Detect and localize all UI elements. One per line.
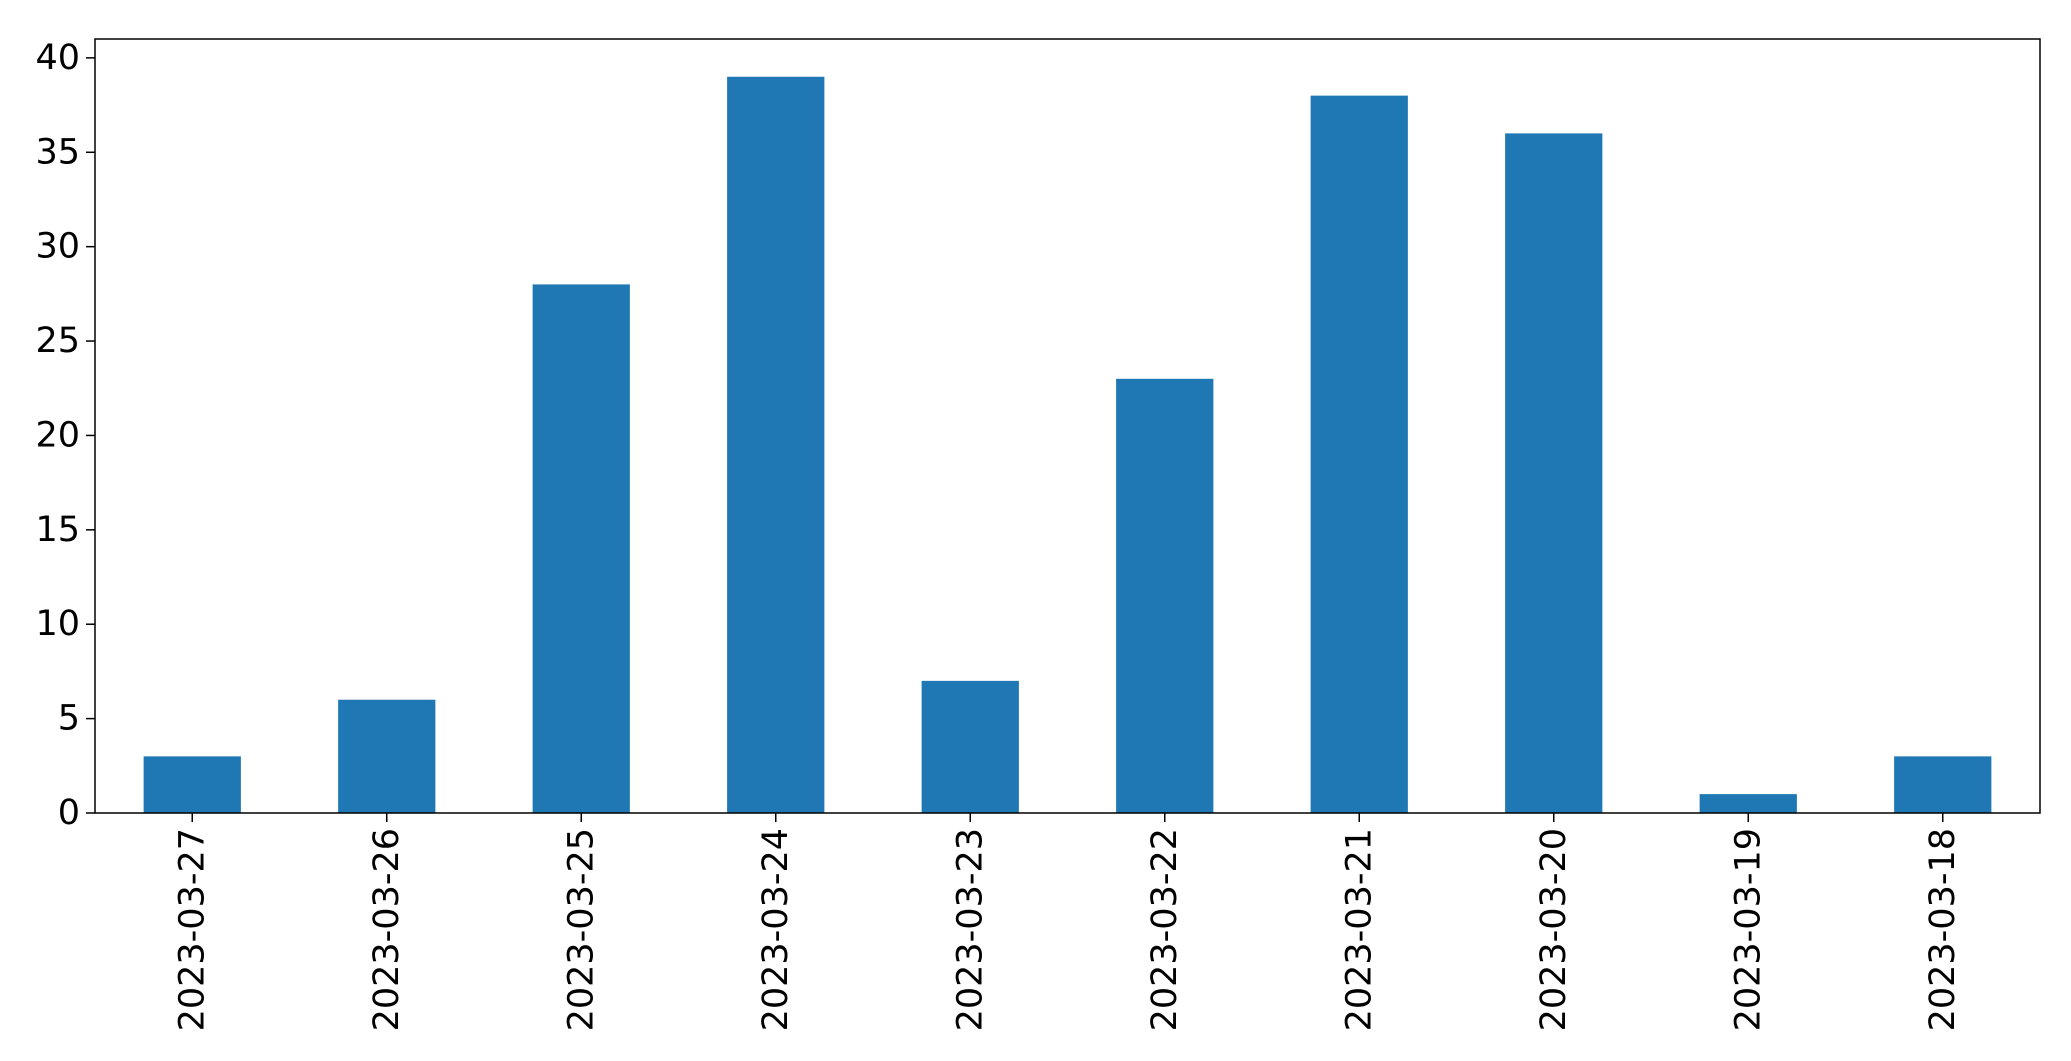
bar-2023-03-19 xyxy=(1699,794,1797,813)
x-tick-label: 2023-03-27 xyxy=(172,828,212,1031)
y-tick-label: 25 xyxy=(35,321,80,361)
x-tick-label: 2023-03-23 xyxy=(950,828,990,1031)
bar-2023-03-23 xyxy=(921,680,1019,813)
y-tick-label: 20 xyxy=(35,415,80,455)
bar-2023-03-18 xyxy=(1894,756,1992,813)
x-tick-label: 2023-03-20 xyxy=(1534,828,1574,1031)
bar-2023-03-24 xyxy=(727,76,825,813)
bar-2023-03-20 xyxy=(1505,133,1603,813)
x-tick-label: 2023-03-22 xyxy=(1145,828,1185,1031)
y-tick-label: 5 xyxy=(58,699,80,739)
bar-2023-03-22 xyxy=(1116,378,1214,813)
bar-2023-03-26 xyxy=(338,699,436,813)
y-tick-label: 10 xyxy=(35,604,80,644)
x-tick-label: 2023-03-24 xyxy=(756,828,796,1031)
x-tick-label: 2023-03-21 xyxy=(1339,828,1379,1031)
bar-2023-03-21 xyxy=(1310,95,1408,813)
x-axis: 2023-03-27 2023-03-26 2023-03-25 2023-03-24… xyxy=(172,813,1963,1031)
bars-layer xyxy=(143,76,1992,813)
x-tick-label: 2023-03-26 xyxy=(367,828,407,1031)
x-tick-label: 2023-03-19 xyxy=(1728,828,1768,1031)
x-tick-label: 2023-03-25 xyxy=(561,828,601,1031)
y-tick-label: 0 xyxy=(58,793,80,833)
y-axis: 0 5 10 15 20 25 30 35 40 xyxy=(35,38,95,833)
y-tick-label: 40 xyxy=(35,38,80,78)
bar-2023-03-25 xyxy=(532,284,630,813)
y-tick-label: 15 xyxy=(35,510,80,550)
y-tick-label: 30 xyxy=(35,227,80,267)
x-tick-label: 2023-03-18 xyxy=(1923,828,1963,1031)
plot-frame xyxy=(94,38,2041,814)
y-tick-label: 35 xyxy=(35,132,80,172)
bar-2023-03-27 xyxy=(143,756,241,813)
